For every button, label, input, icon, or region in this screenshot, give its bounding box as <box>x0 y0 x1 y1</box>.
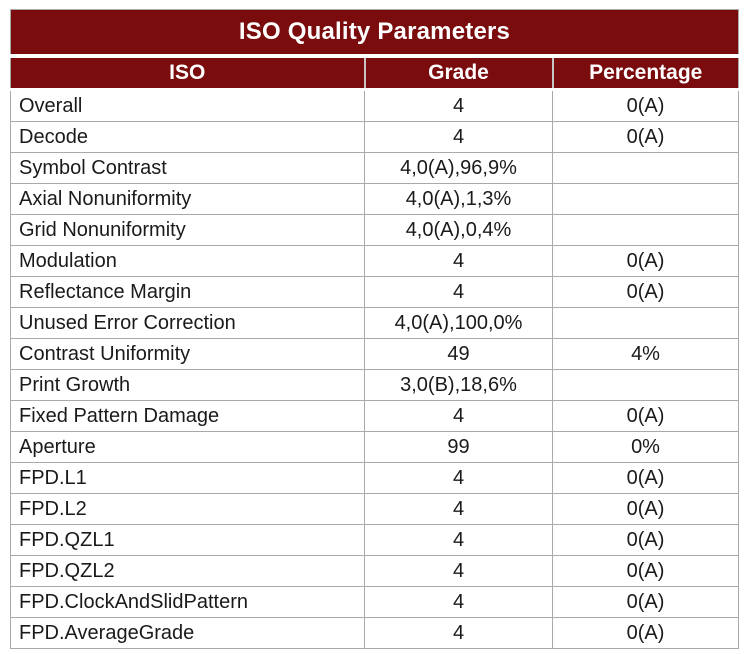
cell-iso-parameter: Overall <box>10 89 365 122</box>
cell-iso-parameter: Aperture <box>10 431 365 463</box>
table-row: Grid Nonuniformity 4,0(A),0,4% <box>10 214 740 246</box>
cell-iso-parameter: FPD.QZL1 <box>10 524 365 556</box>
cell-percentage-value: 0(A) <box>551 586 740 618</box>
table-row: Modulation 4 0(A) <box>10 245 740 277</box>
column-header-grade: Grade <box>363 56 553 91</box>
table-header-row: ISO Grade Percentage <box>10 56 739 91</box>
cell-percentage-value <box>551 214 740 246</box>
table-row: Symbol Contrast 4,0(A),96,9% <box>10 152 740 184</box>
table-row: FPD.L1 4 0(A) <box>10 462 740 494</box>
cell-percentage-value: 0(A) <box>551 245 740 277</box>
cell-grade-value: 4 <box>364 245 553 277</box>
cell-percentage-value: 4% <box>551 338 740 370</box>
cell-iso-parameter: FPD.QZL2 <box>10 555 365 587</box>
cell-percentage-value: 0(A) <box>551 462 740 494</box>
cell-grade-value: 4 <box>364 617 553 649</box>
cell-iso-parameter: Contrast Uniformity <box>10 338 365 370</box>
table-row: Fixed Pattern Damage 4 0(A) <box>10 400 740 432</box>
table-row: Overall 4 0(A) <box>10 89 740 122</box>
cell-percentage-value: 0(A) <box>551 493 740 525</box>
cell-grade-value: 4 <box>364 586 553 618</box>
table-row: Aperture 99 0% <box>10 431 740 463</box>
cell-grade-value: 49 <box>364 338 553 370</box>
table-row: Decode 4 0(A) <box>10 121 740 153</box>
cell-iso-parameter: FPD.L1 <box>10 462 365 494</box>
iso-table-body: Overall 4 0(A) Decode 4 0(A) Symbol Cont… <box>10 89 740 649</box>
cell-iso-parameter: Reflectance Margin <box>10 276 365 308</box>
cell-percentage-value: 0(A) <box>551 89 740 122</box>
cell-grade-value: 99 <box>364 431 553 463</box>
table-row: Axial Nonuniformity 4,0(A),1,3% <box>10 183 740 215</box>
cell-percentage-value: 0(A) <box>551 276 740 308</box>
table-row: Contrast Uniformity 49 4% <box>10 338 740 370</box>
cell-iso-parameter: Decode <box>10 121 365 153</box>
iso-quality-parameters-table: ISO Quality Parameters ISO Grade Percent… <box>10 9 740 649</box>
cell-iso-parameter: Modulation <box>10 245 365 277</box>
table-row: Reflectance Margin 4 0(A) <box>10 276 740 308</box>
cell-iso-parameter: FPD.L2 <box>10 493 365 525</box>
table-row: FPD.L2 4 0(A) <box>10 493 740 525</box>
cell-grade-value: 4 <box>364 524 553 556</box>
cell-percentage-value <box>551 152 740 184</box>
cell-grade-value: 4 <box>364 400 553 432</box>
cell-percentage-value <box>551 369 740 401</box>
cell-iso-parameter: Fixed Pattern Damage <box>10 400 365 432</box>
cell-grade-value: 4 <box>364 276 553 308</box>
table-row: FPD.QZL2 4 0(A) <box>10 555 740 587</box>
cell-grade-value: 4 <box>364 462 553 494</box>
cell-grade-value: 4 <box>364 493 553 525</box>
cell-iso-parameter: Unused Error Correction <box>10 307 365 339</box>
table-row: FPD.QZL1 4 0(A) <box>10 524 740 556</box>
cell-iso-parameter: Print Growth <box>10 369 365 401</box>
table-row: Print Growth 3,0(B),18,6% <box>10 369 740 401</box>
cell-percentage-value: 0(A) <box>551 524 740 556</box>
cell-grade-value: 3,0(B),18,6% <box>364 369 553 401</box>
cell-percentage-value <box>551 183 740 215</box>
table-title: ISO Quality Parameters <box>10 9 739 58</box>
table-row: FPD.AverageGrade 4 0(A) <box>10 617 740 649</box>
cell-grade-value: 4,0(A),0,4% <box>364 214 553 246</box>
cell-grade-value: 4 <box>364 555 553 587</box>
cell-percentage-value: 0(A) <box>551 121 740 153</box>
cell-grade-value: 4 <box>364 121 553 153</box>
cell-percentage-value: 0(A) <box>551 617 740 649</box>
cell-percentage-value: 0(A) <box>551 400 740 432</box>
cell-percentage-value: 0(A) <box>551 555 740 587</box>
column-header-percentage: Percentage <box>551 56 739 91</box>
cell-iso-parameter: Symbol Contrast <box>10 152 365 184</box>
cell-percentage-value: 0% <box>551 431 740 463</box>
cell-grade-value: 4 <box>364 89 553 122</box>
cell-percentage-value <box>551 307 740 339</box>
table-row: Unused Error Correction 4,0(A),100,0% <box>10 307 740 339</box>
cell-grade-value: 4,0(A),1,3% <box>364 183 553 215</box>
table-title-row: ISO Quality Parameters <box>10 9 739 58</box>
cell-iso-parameter: Axial Nonuniformity <box>10 183 365 215</box>
cell-grade-value: 4,0(A),96,9% <box>364 152 553 184</box>
cell-iso-parameter: Grid Nonuniformity <box>10 214 365 246</box>
table-row: FPD.ClockAndSlidPattern 4 0(A) <box>10 586 740 618</box>
cell-grade-value: 4,0(A),100,0% <box>364 307 553 339</box>
cell-iso-parameter: FPD.AverageGrade <box>10 617 365 649</box>
cell-iso-parameter: FPD.ClockAndSlidPattern <box>10 586 365 618</box>
column-header-iso: ISO <box>10 56 365 91</box>
